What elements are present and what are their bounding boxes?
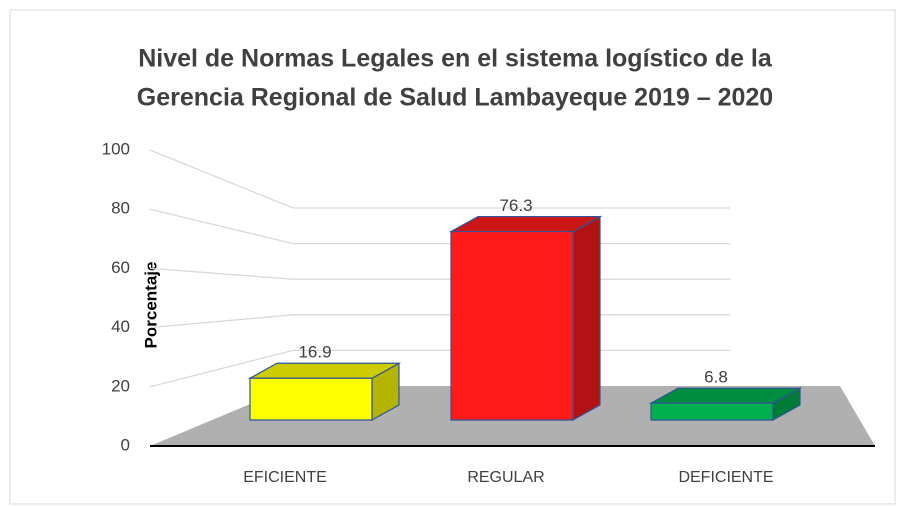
bar [247, 362, 402, 422]
y-tick-label: 0 [121, 435, 130, 454]
x-tick-label: EFICIENTE [243, 469, 327, 486]
bar-side [572, 215, 601, 422]
x-tick-label: REGULAR [467, 469, 544, 486]
data-label: 16.9 [298, 343, 331, 362]
data-label: 76.3 [499, 196, 532, 215]
data-label: 6.8 [704, 368, 728, 387]
y-tick-label: 20 [111, 376, 130, 395]
chart-title: Gerencia Regional de Salud Lambayeque 20… [137, 84, 773, 112]
bar-top [648, 387, 803, 404]
y-tick-label: 100 [102, 139, 130, 158]
bar-top [448, 215, 603, 233]
bar [448, 215, 603, 422]
bar-front [650, 402, 774, 421]
chart-title: Nivel de Normas Legales en el sistema lo… [138, 45, 773, 73]
x-tick-label: DEFICIENTE [678, 469, 773, 486]
bar-front [249, 377, 373, 421]
bar-top [247, 362, 402, 379]
y-tick-label: 40 [111, 317, 130, 336]
bar [648, 387, 803, 422]
y-axis-label: Porcentaje [141, 262, 160, 349]
y-tick-label: 60 [111, 258, 130, 277]
y-tick-label: 80 [111, 199, 130, 218]
grid-line [149, 149, 730, 209]
bar-front [450, 230, 574, 421]
